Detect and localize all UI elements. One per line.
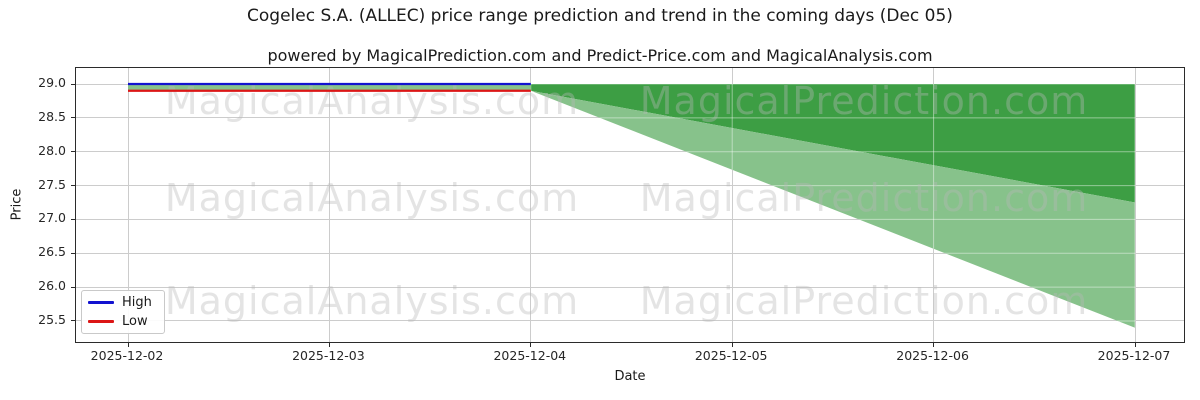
forecast-fill-layer	[128, 84, 1135, 328]
gridline-h	[76, 320, 1184, 322]
tick-mark-x	[328, 343, 330, 347]
tick-mark-y	[71, 252, 75, 254]
tick-mark-x	[530, 343, 532, 347]
legend: High Low	[81, 290, 165, 334]
tick-mark-y	[71, 151, 75, 153]
tick-mark-y	[71, 218, 75, 220]
ytick-label: 28.5	[38, 108, 66, 124]
chart-subtitle: powered by MagicalPrediction.com and Pre…	[267, 46, 933, 65]
ytick-label: 26.0	[38, 278, 66, 294]
plot-area: MagicalAnalysis.com MagicalPrediction.co…	[71, 67, 1185, 347]
ytick-label: 29.0	[38, 75, 66, 90]
legend-label-low: Low	[122, 314, 148, 329]
tick-mark-y	[71, 185, 75, 187]
gridline-h	[76, 185, 1184, 187]
gridline-h	[76, 218, 1184, 220]
low-line-swatch	[88, 320, 114, 323]
xtick-label: 2025-12-02	[90, 348, 164, 363]
xtick-label: 2025-12-03	[292, 348, 365, 363]
x-axis-label: Date	[614, 369, 646, 384]
ytick-label: 25.5	[38, 311, 66, 327]
tick-mark-x	[1134, 343, 1136, 347]
tick-mark-x	[127, 343, 129, 347]
xtick-label: 2025-12-04	[493, 348, 567, 363]
xtick-label: 2025-12-06	[896, 348, 969, 363]
high-line-swatch	[88, 301, 114, 304]
tick-mark-x	[731, 343, 733, 347]
tick-mark-y	[71, 83, 75, 85]
ytick-label: 28.0	[38, 142, 66, 158]
gridline-v	[530, 68, 532, 342]
gridline-h	[76, 286, 1184, 288]
forecast-fan-upper-band	[530, 84, 1135, 203]
high-low-range-band	[128, 84, 531, 91]
xtick-label: 2025-12-05	[694, 348, 768, 363]
tick-mark-y	[71, 320, 75, 322]
xtick-label: 2025-12-07	[1097, 348, 1171, 363]
tick-mark-x	[933, 343, 935, 347]
legend-entry-high: High	[88, 295, 158, 310]
tick-mark-y	[71, 117, 75, 119]
forecast-fan-lower-band	[530, 90, 1135, 328]
tick-mark-y	[71, 286, 75, 288]
gridline-h	[76, 252, 1184, 254]
ytick-label: 27.0	[38, 210, 66, 226]
price-line-layer	[128, 82, 531, 92]
chart-title: Cogelec S.A. (ALLEC) price range predict…	[247, 6, 953, 26]
gridline-h	[76, 151, 1184, 153]
ytick-label: 26.5	[38, 244, 66, 260]
gridline-v	[328, 68, 330, 342]
ytick-label: 27.5	[38, 176, 66, 192]
gridline-v	[127, 68, 129, 342]
legend-entry-low: Low	[88, 314, 158, 329]
gridline-v	[731, 68, 733, 342]
legend-label-high: High	[122, 295, 152, 310]
y-axis-label: Price	[9, 188, 25, 221]
